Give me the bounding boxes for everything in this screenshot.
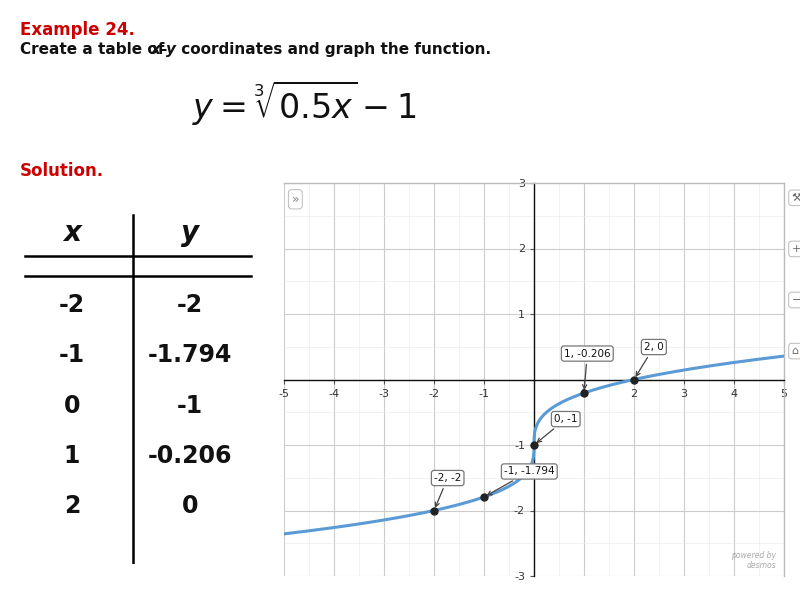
- Text: ⚒: ⚒: [791, 193, 800, 203]
- Text: Create a table of: Create a table of: [20, 42, 170, 57]
- Text: coordinates and graph the function.: coordinates and graph the function.: [176, 42, 491, 57]
- Text: powered by
desmos: powered by desmos: [731, 551, 777, 570]
- Text: x: x: [150, 42, 160, 57]
- Text: -: -: [160, 42, 166, 57]
- Text: −: −: [791, 295, 800, 305]
- Text: Example 24.: Example 24.: [20, 21, 135, 39]
- Text: -0.206: -0.206: [148, 444, 232, 468]
- Text: -2, -2: -2, -2: [434, 473, 462, 506]
- Text: y: y: [181, 219, 199, 247]
- Text: -1, -1.794: -1, -1.794: [488, 466, 554, 495]
- Text: -1: -1: [59, 343, 85, 367]
- Text: 0, -1: 0, -1: [538, 414, 578, 442]
- Text: 1, -0.206: 1, -0.206: [564, 349, 610, 389]
- Text: Solution.: Solution.: [20, 162, 104, 180]
- Text: -1.794: -1.794: [148, 343, 232, 367]
- Text: y: y: [166, 42, 176, 57]
- Text: $y = \sqrt[3]{0.5x} - 1$: $y = \sqrt[3]{0.5x} - 1$: [192, 78, 416, 127]
- Text: ⌂: ⌂: [791, 346, 798, 356]
- Text: 0: 0: [64, 394, 80, 418]
- Text: -2: -2: [59, 293, 85, 317]
- Text: »: »: [291, 193, 299, 206]
- Text: x: x: [63, 219, 81, 247]
- Text: 2: 2: [64, 494, 80, 518]
- Text: 0: 0: [182, 494, 198, 518]
- Text: -2: -2: [177, 293, 203, 317]
- Text: +: +: [791, 244, 800, 254]
- Text: -1: -1: [177, 394, 203, 418]
- Text: 2, 0: 2, 0: [636, 342, 664, 376]
- Text: 1: 1: [64, 444, 80, 468]
